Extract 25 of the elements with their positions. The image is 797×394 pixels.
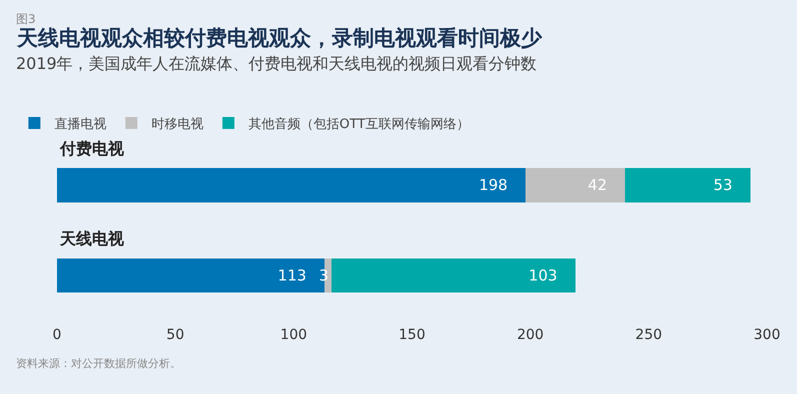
data-label: 53: [713, 176, 748, 194]
bar: [526, 168, 625, 202]
x-tick-label: 200: [516, 327, 544, 343]
legend-label: 直播电视: [54, 117, 106, 132]
legend-label: 其他音频（包括OTT互联网传输网络）: [248, 117, 470, 132]
x-tick-label: 300: [754, 327, 780, 343]
y-tick-label: 天线电视: [59, 229, 125, 248]
legend-label: 时移电视: [151, 117, 204, 132]
data-label: 113: [278, 266, 306, 284]
chart-title: 天线电视观众相较付费电视观众，录制电视观看时间极少: [16, 26, 543, 50]
chart-subtitle: 2019年，美国成年人在流媒体、付费电视和天线电视的视频日观看分钟数: [16, 54, 537, 73]
data-label: 103: [528, 266, 572, 284]
x-tick-label: 150: [398, 327, 426, 343]
x-tick-label: 100: [280, 327, 308, 343]
bar: [57, 168, 526, 202]
bar: [625, 168, 750, 202]
caption: 图3: [16, 12, 36, 26]
y-tick-label: 付费电视: [59, 139, 125, 158]
x-tick-label: 50: [166, 327, 184, 343]
x-tick-label: 0: [52, 327, 62, 343]
bar: [332, 258, 576, 293]
data-label: 42: [588, 176, 622, 194]
data-label: 198: [478, 176, 523, 194]
x-tick-label: 250: [635, 327, 662, 343]
text: 资料来源：对公开数据所做分析。: [16, 357, 181, 370]
